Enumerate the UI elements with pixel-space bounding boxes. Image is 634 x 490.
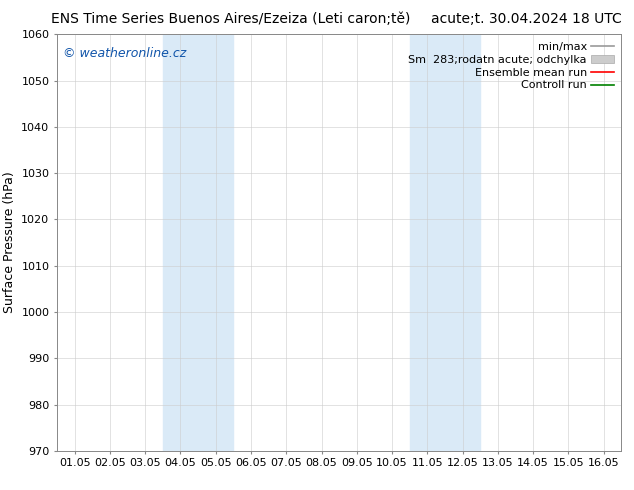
Text: © weatheronline.cz: © weatheronline.cz (63, 47, 186, 60)
Y-axis label: Surface Pressure (hPa): Surface Pressure (hPa) (3, 172, 16, 314)
Text: ENS Time Series Buenos Aires/Ezeiza (Leti caron;tě): ENS Time Series Buenos Aires/Ezeiza (Let… (51, 12, 410, 26)
Bar (163, 34, 233, 451)
Legend: min/max, Sm  283;rodatn acute; odchylka, Ensemble mean run, Controll run: min/max, Sm 283;rodatn acute; odchylka, … (406, 40, 616, 93)
Text: acute;t. 30.04.2024 18 UTC: acute;t. 30.04.2024 18 UTC (430, 12, 621, 26)
Bar (410, 34, 481, 451)
